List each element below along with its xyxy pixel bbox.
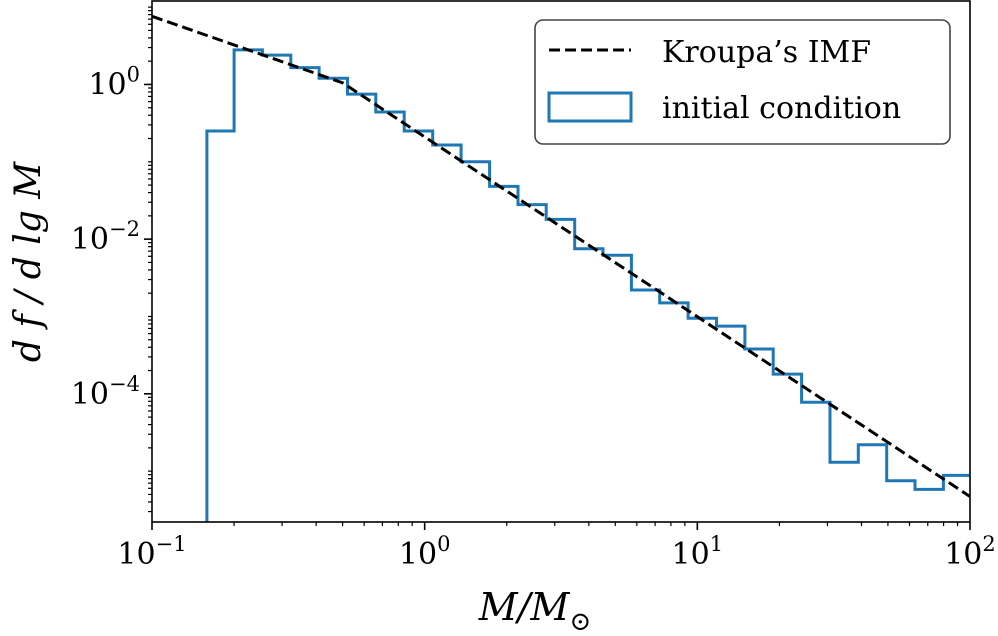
y-tick-exponent: −4 <box>109 372 140 396</box>
y-tick-base: 10 <box>71 377 109 412</box>
x-axis-label-main: M/M <box>478 585 571 629</box>
x-tick-exponent: −1 <box>156 532 187 556</box>
x-axis: 10−1 100 101 102 <box>117 522 996 572</box>
y-tick-exponent: 0 <box>127 62 140 86</box>
x-tick-exponent: 1 <box>710 532 723 556</box>
x-tick-label: 101 <box>672 532 724 572</box>
legend-kroupa-label: Kroupa’s IMF <box>662 35 871 70</box>
initial-condition-histogram <box>205 48 970 522</box>
x-tick-base: 10 <box>117 537 155 572</box>
x-tick-exponent: 0 <box>437 532 450 556</box>
y-tick-base: 10 <box>88 67 126 102</box>
legend-initial-label: initial condition <box>662 91 901 126</box>
y-tick-label: 10−2 <box>71 217 140 257</box>
y-tick-exponent: −2 <box>109 217 140 241</box>
x-axis-label: M/M⊙ <box>478 585 591 636</box>
x-tick-base: 10 <box>944 537 982 572</box>
x-tick-exponent: 2 <box>982 532 995 556</box>
x-tick-base: 10 <box>399 537 437 572</box>
x-tick-label: 102 <box>944 532 996 572</box>
x-tick-base: 10 <box>672 537 710 572</box>
kroupa-imf-line <box>152 14 970 498</box>
x-tick-label: 10−1 <box>117 532 186 572</box>
legend-initial-swatch <box>547 91 633 123</box>
y-tick-label: 10−4 <box>71 372 140 412</box>
legend-box <box>534 19 951 145</box>
x-tick-label: 100 <box>399 532 451 572</box>
x-axis-label-sub: ⊙ <box>569 607 591 636</box>
y-tick-base: 10 <box>71 222 109 257</box>
y-axis-label: d f / d lg M <box>8 161 49 362</box>
y-tick-label: 100 <box>88 62 140 102</box>
plot-frame <box>151 0 971 523</box>
legend: Kroupa’s IMF initial condition <box>534 19 951 145</box>
